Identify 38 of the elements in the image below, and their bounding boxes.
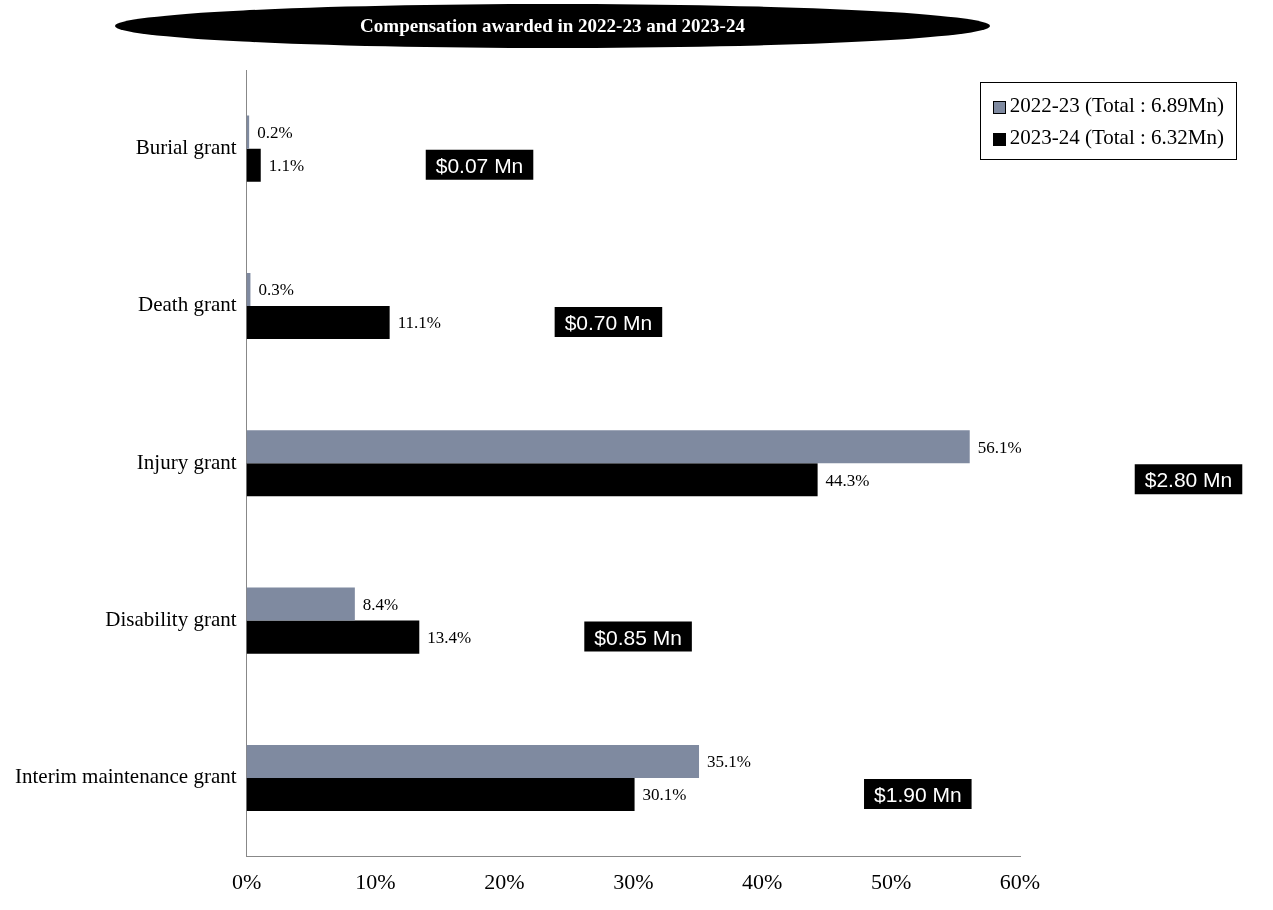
x-tick-label: 20% [484, 868, 525, 894]
bar [246, 430, 970, 464]
annotation: $0.85 Mn [594, 625, 682, 649]
bar [246, 744, 700, 778]
y-tick-label: Disability grant [105, 607, 237, 632]
bar [246, 148, 261, 182]
data-label: 8.4% [362, 595, 399, 615]
annotation: $0.70 Mn [564, 310, 653, 334]
bar [246, 463, 818, 497]
y-tick-label: Injury grant [136, 449, 237, 474]
data-label: 0.2% [257, 123, 293, 143]
annotation: $0.07 Mn [435, 153, 524, 177]
x-tick-label: 0% [231, 868, 262, 894]
data-label: 35.1% [707, 752, 751, 772]
text: $2.80 Mn [1144, 468, 1233, 492]
data-label: 11.1% [397, 313, 441, 333]
data-label: 44.3% [825, 470, 870, 490]
annotation: $1.90 Mn [874, 782, 962, 806]
y-tick-label: Death grant [138, 292, 237, 317]
bar [246, 587, 355, 621]
x-tick-label: 50% [870, 868, 912, 894]
bar [246, 305, 390, 340]
x-tick-label: 30% [613, 868, 654, 894]
legend-label: 2022-23 (Total : 6.89Mn) [1008, 92, 1224, 119]
data-label: 56.1% [977, 437, 1022, 457]
data-label: 30.1% [642, 785, 687, 805]
data-label: 13.4% [427, 628, 472, 648]
data-label: 1.1% [268, 156, 305, 176]
x-tick-label: 60% [999, 868, 1041, 894]
x-tick-label: 40% [742, 868, 783, 894]
y-tick-label: Burial grant [135, 135, 237, 160]
bar [246, 620, 420, 654]
chart-title: Compensation awarded in 2022-23 and 2023-24 [115, 4, 990, 48]
bar [246, 777, 635, 811]
legend-label: 2023-24 (Total : 6.32Mn) [1008, 124, 1224, 151]
x-tick-label: 10% [355, 868, 396, 894]
y-tick-label: Interim maintenance grant [14, 764, 237, 789]
data-label: 0.3% [258, 280, 294, 300]
